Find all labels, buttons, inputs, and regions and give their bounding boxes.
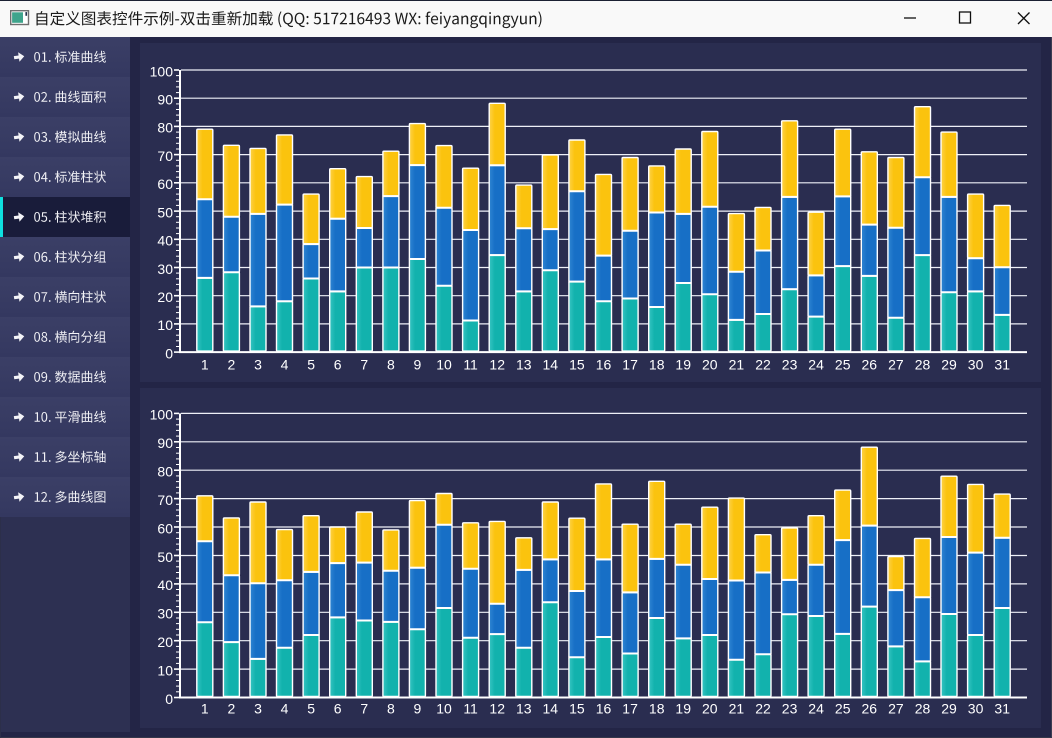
svg-text:24: 24 — [808, 357, 824, 373]
svg-text:25: 25 — [835, 701, 851, 717]
svg-text:11: 11 — [463, 701, 478, 717]
svg-text:60: 60 — [157, 176, 173, 192]
svg-text:11: 11 — [463, 357, 478, 373]
svg-text:29: 29 — [941, 701, 957, 717]
svg-text:6: 6 — [334, 701, 342, 717]
svg-text:30: 30 — [157, 261, 173, 277]
svg-text:27: 27 — [888, 701, 904, 717]
svg-text:28: 28 — [915, 357, 931, 373]
svg-text:25: 25 — [835, 357, 851, 373]
svg-text:26: 26 — [862, 701, 878, 717]
svg-text:3: 3 — [254, 701, 262, 717]
svg-text:60: 60 — [157, 520, 173, 536]
svg-text:20: 20 — [702, 357, 718, 373]
svg-text:22: 22 — [755, 701, 771, 717]
svg-text:10: 10 — [436, 701, 452, 717]
svg-text:19: 19 — [675, 357, 691, 373]
svg-text:90: 90 — [157, 435, 173, 451]
svg-text:2: 2 — [228, 357, 236, 373]
svg-text:13: 13 — [516, 357, 532, 373]
svg-text:12: 12 — [489, 357, 505, 373]
svg-text:0: 0 — [165, 691, 173, 707]
svg-text:31: 31 — [994, 701, 1010, 717]
svg-text:13: 13 — [516, 701, 532, 717]
svg-text:30: 30 — [968, 701, 984, 717]
svg-text:14: 14 — [543, 357, 559, 373]
svg-text:23: 23 — [782, 357, 798, 373]
svg-text:100: 100 — [150, 63, 174, 79]
svg-text:80: 80 — [157, 464, 173, 480]
svg-text:12: 12 — [489, 701, 505, 717]
svg-text:40: 40 — [157, 233, 173, 249]
svg-text:7: 7 — [360, 357, 368, 373]
svg-text:21: 21 — [729, 357, 745, 373]
svg-text:26: 26 — [862, 357, 878, 373]
svg-text:4: 4 — [281, 357, 289, 373]
svg-text:30: 30 — [968, 357, 984, 373]
svg-text:10: 10 — [436, 357, 452, 373]
svg-text:14: 14 — [543, 701, 559, 717]
svg-text:0: 0 — [165, 345, 173, 361]
svg-text:1: 1 — [201, 701, 209, 717]
svg-text:20: 20 — [157, 634, 173, 650]
svg-text:19: 19 — [675, 701, 691, 717]
svg-text:16: 16 — [596, 701, 612, 717]
svg-text:21: 21 — [729, 701, 745, 717]
svg-text:5: 5 — [307, 701, 315, 717]
svg-text:70: 70 — [157, 492, 173, 508]
svg-text:1: 1 — [201, 357, 209, 373]
svg-text:5: 5 — [307, 357, 315, 373]
svg-text:100: 100 — [150, 407, 174, 423]
svg-text:9: 9 — [414, 357, 422, 373]
svg-text:80: 80 — [157, 120, 173, 136]
svg-text:15: 15 — [569, 357, 585, 373]
svg-text:50: 50 — [157, 549, 173, 565]
svg-text:31: 31 — [994, 357, 1010, 373]
svg-text:17: 17 — [622, 701, 638, 717]
svg-text:16: 16 — [596, 357, 612, 373]
svg-text:18: 18 — [649, 357, 665, 373]
svg-text:8: 8 — [387, 701, 395, 717]
svg-text:30: 30 — [157, 606, 173, 622]
svg-text:40: 40 — [157, 577, 173, 593]
svg-text:20: 20 — [702, 701, 718, 717]
svg-text:29: 29 — [941, 357, 957, 373]
svg-text:22: 22 — [755, 357, 771, 373]
svg-text:20: 20 — [157, 289, 173, 305]
svg-text:8: 8 — [387, 357, 395, 373]
svg-text:90: 90 — [157, 92, 173, 108]
svg-text:23: 23 — [782, 701, 798, 717]
svg-text:3: 3 — [254, 357, 262, 373]
svg-text:17: 17 — [622, 357, 638, 373]
svg-text:9: 9 — [414, 701, 422, 717]
svg-text:10: 10 — [157, 317, 173, 333]
svg-text:2: 2 — [228, 701, 236, 717]
svg-text:18: 18 — [649, 701, 665, 717]
svg-text:70: 70 — [157, 148, 173, 164]
svg-text:6: 6 — [334, 357, 342, 373]
svg-text:24: 24 — [808, 701, 824, 717]
svg-text:27: 27 — [888, 357, 904, 373]
svg-text:50: 50 — [157, 204, 173, 220]
svg-text:10: 10 — [157, 662, 173, 678]
svg-text:28: 28 — [915, 701, 931, 717]
svg-text:4: 4 — [281, 701, 289, 717]
svg-text:15: 15 — [569, 701, 585, 717]
svg-text:7: 7 — [360, 701, 368, 717]
